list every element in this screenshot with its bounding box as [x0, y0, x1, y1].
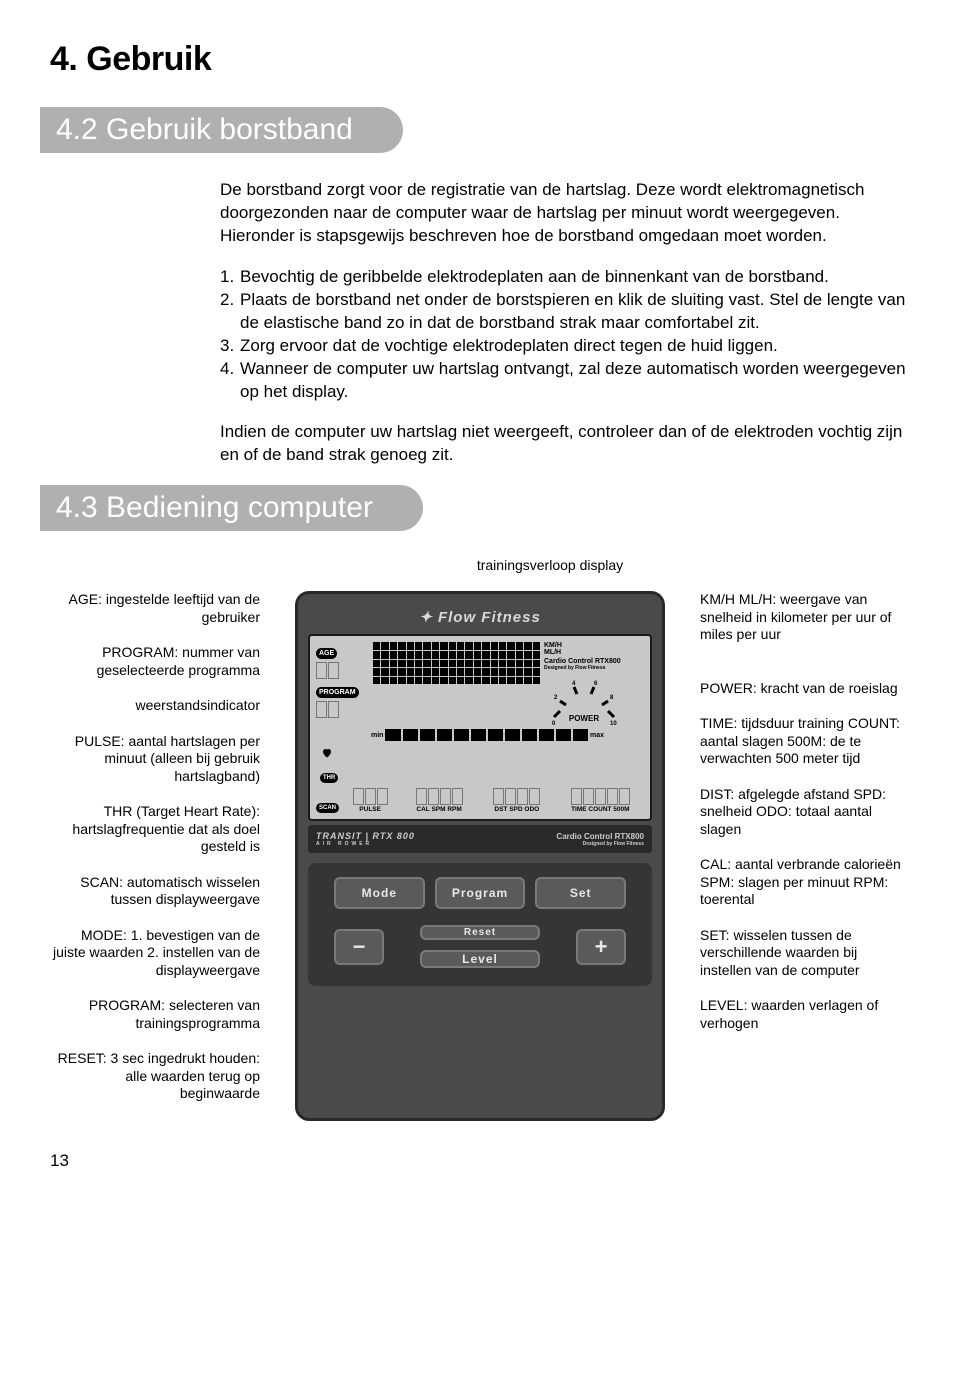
list-text: Wanneer de computer uw hartslag ontvangt…: [240, 358, 910, 404]
level-button[interactable]: Level: [420, 950, 540, 968]
section-43: 4.3 Bediening computer trainingsverloop …: [50, 485, 910, 1121]
label-time: TIME: tijdsduur training COUNT: aantal s…: [700, 715, 910, 768]
dst-section: DST SPD ODO: [479, 788, 555, 813]
mode-button[interactable]: Mode: [334, 877, 425, 909]
list-num: 3.: [220, 335, 240, 358]
logo-text: Flow Fitness: [438, 609, 541, 626]
km-label: KM/H: [544, 642, 644, 649]
program-digits: [316, 701, 369, 718]
label-scan: SCAN: automatisch wisselen tussen displa…: [50, 874, 260, 909]
tick-8: 8: [610, 695, 614, 701]
outro-42: Indien de computer uw hartslag niet weer…: [220, 421, 910, 467]
label-weerstand: weerstandsindicator: [50, 697, 260, 715]
label-age: AGE: ingestelde leeftijd van de gebruike…: [50, 591, 260, 626]
power-dial: 0 2 4 6 8 10 POWER: [544, 675, 624, 725]
dst-label: DST SPD ODO: [494, 806, 539, 813]
ml-label: ML/H: [544, 649, 644, 656]
tick-4: 4: [572, 681, 576, 687]
intro-42: De borstband zorgt voor de registratie v…: [220, 179, 910, 248]
list-num: 1.: [220, 266, 240, 289]
list-text: Zorg ervoor dat de vochtige elektrodepla…: [240, 335, 910, 358]
list-num: 4.: [220, 358, 240, 404]
label-power: POWER: kracht van de roeislag: [700, 680, 910, 698]
age-badge: AGE: [316, 648, 337, 659]
dot-matrix: [373, 642, 540, 725]
page-number: 13: [50, 1151, 910, 1171]
lcd-bottom-row: SCAN PULSE CAL SPM RPM DST SPD ODO: [316, 788, 644, 813]
label-mode: MODE: 1. bevestigen van de juiste waarde…: [50, 927, 260, 980]
console-logo: ✦ Flow Fitness: [308, 604, 652, 634]
pulse-label: PULSE: [359, 806, 381, 813]
page-title: 4. Gebruik: [50, 40, 910, 79]
left-labels-column: AGE: ingestelde leeftijd van de gebruike…: [50, 591, 260, 1121]
button-row-1: Mode Program Set: [334, 877, 626, 909]
list-text: Plaats de borstband net onder de borstsp…: [240, 289, 910, 335]
model-sub: AIR ROWER: [316, 841, 415, 847]
label-reset: RESET: 3 sec ingedrukt houden: alle waar…: [50, 1050, 260, 1103]
list-text: Bevochtig de geribbelde elektrodeplaten …: [240, 266, 910, 289]
model-strip: TRANSIT | RTX 800 AIR ROWER Cardio Contr…: [308, 825, 652, 853]
lcd-left-column: AGE PROGRAM: [316, 642, 369, 725]
console-illustration: ✦ Flow Fitness AGE PROGRAM KM/H: [295, 591, 665, 1121]
designed-text: Designed by Flow Fitness: [544, 665, 644, 671]
label-thr: THR (Target Heart Rate): hartslagfrequen…: [50, 803, 260, 856]
model-right: Cardio Control RTX800 Designed by Flow F…: [556, 832, 644, 847]
tick-6: 6: [594, 681, 598, 687]
bar-segments: [385, 729, 588, 741]
steps-list: 1.Bevochtig de geribbelde elektrodeplate…: [220, 266, 910, 404]
lcd-right-column: KM/H ML/H Cardio Control RTX800 Designed…: [544, 642, 644, 725]
right-labels-column: KM/H ML/H: weergave van snelheid in kilo…: [700, 591, 910, 1121]
label-set: SET: wisselen tussen de verschillende wa…: [700, 927, 910, 980]
label-pulse: PULSE: aantal hartslagen per minuut (all…: [50, 733, 260, 786]
cardio-text: Cardio Control RTX800: [544, 658, 644, 665]
tick-2: 2: [554, 695, 558, 701]
list-item: 1.Bevochtig de geribbelde elektrodeplate…: [220, 266, 910, 289]
label-dist: DIST: afgelegde afstand SPD: snelheid OD…: [700, 786, 910, 839]
set-button[interactable]: Set: [535, 877, 626, 909]
list-item: 3.Zorg ervoor dat de vochtige elektrodep…: [220, 335, 910, 358]
label-cal: CAL: aantal verbrande calorieën SPM: sla…: [700, 856, 910, 909]
button-panel: Mode Program Set − Reset Level +: [308, 863, 652, 986]
resistance-bar: min max: [316, 729, 644, 741]
program-button[interactable]: Program: [435, 877, 526, 909]
center-buttons: Reset Level: [420, 925, 540, 968]
program-badge: PROGRAM: [316, 687, 359, 698]
section-heading-43: 4.3 Bediening computer: [40, 485, 423, 531]
time-section: TIME COUNT 500M: [557, 788, 644, 813]
label-kmh: KM/H ML/H: weergave van snelheid in kilo…: [700, 591, 910, 644]
pulse-section: PULSE: [341, 788, 399, 813]
label-program2: PROGRAM: selecteren van trainingsprogram…: [50, 997, 260, 1032]
reset-button[interactable]: Reset: [420, 925, 540, 940]
plus-button[interactable]: +: [576, 929, 626, 965]
lcd-panel: AGE PROGRAM KM/H ML/H Cardio Control RTX…: [308, 634, 652, 821]
power-label: POWER: [544, 714, 624, 723]
minus-button[interactable]: −: [334, 929, 384, 965]
heart-icon: [320, 747, 334, 759]
diagram-wrap: AGE: ingestelde leeftijd van de gebruike…: [50, 591, 910, 1121]
age-digits: [316, 662, 369, 679]
model-right-sub: Designed by Flow Fitness: [556, 841, 644, 847]
scan-badge: SCAN: [316, 803, 339, 813]
model-name: TRANSIT | RTX 800: [316, 831, 415, 841]
list-item: 2.Plaats de borstband net onder de borst…: [220, 289, 910, 335]
label-level: LEVEL: waarden verlagen of verhogen: [700, 997, 910, 1032]
list-item: 4.Wanneer de computer uw hartslag ontvan…: [220, 358, 910, 404]
thr-badge: THR: [320, 773, 338, 783]
model-left: TRANSIT | RTX 800 AIR ROWER: [316, 831, 415, 847]
section-heading-42: 4.2 Gebruik borstband: [40, 107, 403, 153]
label-program: PROGRAM: nummer van geselecteerde progra…: [50, 644, 260, 679]
max-label: max: [590, 732, 604, 739]
time-label: TIME COUNT 500M: [571, 806, 630, 813]
button-row-2: − Reset Level +: [334, 925, 626, 968]
section-42: 4.2 Gebruik borstband De borstband zorgt…: [50, 107, 910, 467]
scan-section: SCAN: [316, 803, 339, 813]
cal-label: CAL SPM RPM: [416, 806, 461, 813]
min-label: min: [371, 732, 383, 739]
lcd-top-row: AGE PROGRAM KM/H ML/H Cardio Control RTX…: [316, 642, 644, 725]
flow-logo-icon: ✦: [419, 609, 433, 626]
model-right-name: Cardio Control RTX800: [556, 832, 644, 841]
diagram-top-label: trainingsverloop display: [190, 557, 910, 573]
list-num: 2.: [220, 289, 240, 335]
cal-section: CAL SPM RPM: [401, 788, 477, 813]
